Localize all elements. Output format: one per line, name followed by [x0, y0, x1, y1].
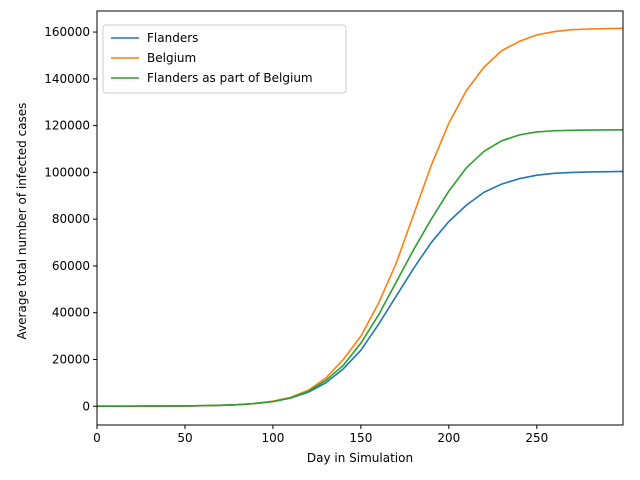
x-tick-label: 200 [437, 431, 460, 445]
series-layer [97, 27, 623, 407]
x-tick-label: 150 [349, 431, 372, 445]
x-tick-label: 0 [93, 431, 101, 445]
x-axis-label: Day in Simulation [307, 451, 413, 465]
x-tick-label: 250 [525, 431, 548, 445]
y-tick-label: 80000 [52, 212, 90, 226]
series-line-3 [97, 129, 623, 407]
axes-layer: 0 50 100 150 200 250 0 20000 40000 60000 80000 1000… [44, 10, 624, 445]
plot-frame [96, 10, 624, 426]
y-tick-label: 20000 [52, 353, 90, 367]
y-tick-label: 120000 [44, 119, 90, 133]
y-tick-label: 60000 [52, 259, 90, 273]
legend-label-2: Belgium [147, 51, 196, 65]
legend-label-3: Flanders as part of Belgium [147, 71, 313, 85]
series-line-1 [97, 170, 623, 407]
y-tick-label: 100000 [44, 165, 90, 179]
y-axis-label: Average total number of infected cases [15, 103, 29, 340]
legend: Flanders Belgium Flanders as part of Belgi… [102, 24, 347, 94]
y-tick-label: 40000 [52, 306, 90, 320]
y-tick-label: 160000 [44, 25, 90, 39]
legend-box [102, 24, 347, 94]
x-tick-label: 50 [177, 431, 192, 445]
y-tick-label: 140000 [44, 72, 90, 86]
legend-label-1: Flanders [147, 31, 198, 45]
x-tick-label: 100 [261, 431, 284, 445]
y-tick-label: 0 [82, 399, 90, 413]
